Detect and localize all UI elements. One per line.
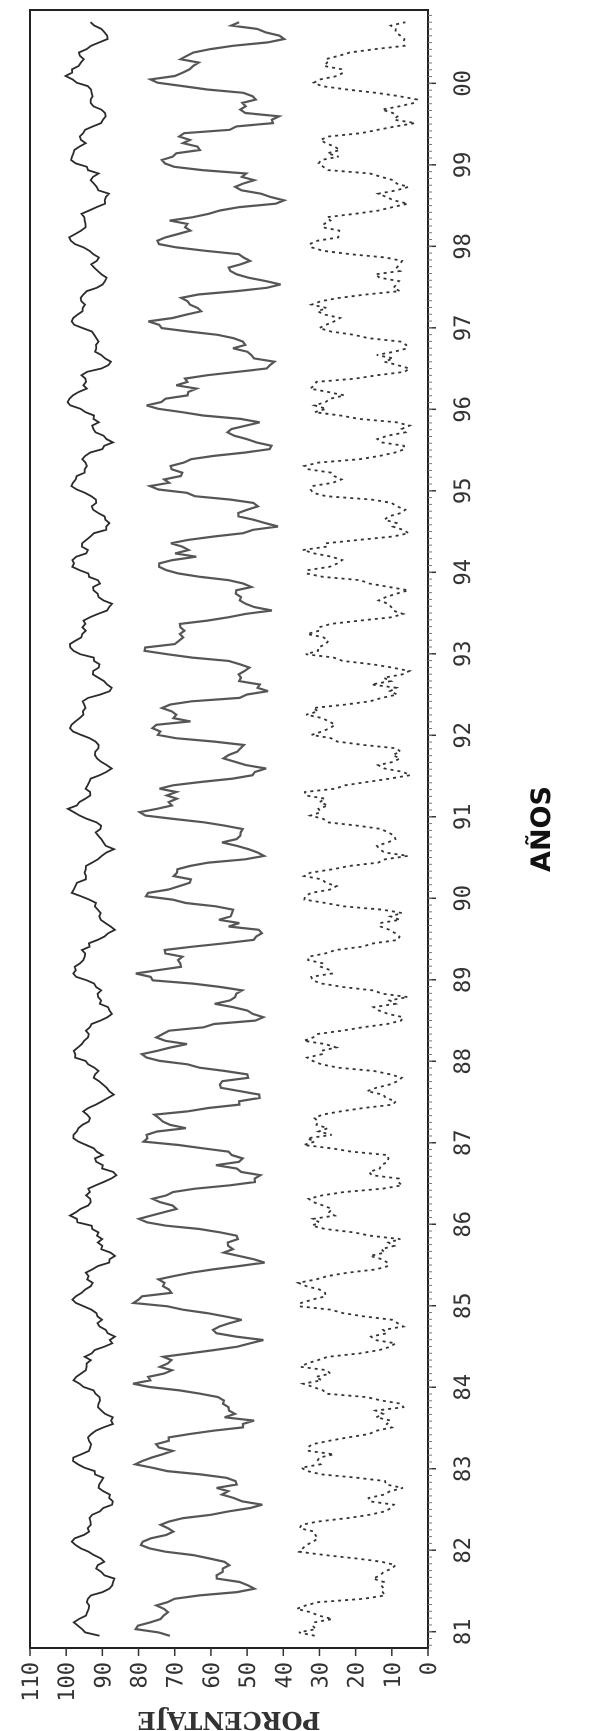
y-tick-label: 50: [236, 1662, 261, 1689]
x-tick-label: 88: [451, 1048, 476, 1075]
y-tick-label: 80: [128, 1662, 153, 1689]
y-tick-label: 40: [272, 1662, 297, 1689]
x-axis: 81 82 83 84 85 86 87 88 89 90 91 92 93 94 95 96 97 98 99 00: [428, 14, 476, 1646]
y-tick-label: 110: [19, 1662, 44, 1702]
x-tick-label: 92: [451, 722, 476, 749]
x-tick-label: 81: [451, 1618, 476, 1645]
y-tick-label: 0: [417, 1662, 442, 1675]
x-tick-label: 97: [451, 315, 476, 342]
y-tick-label: 70: [164, 1662, 189, 1689]
series-line-1: [63, 21, 118, 1637]
x-tick-label: 85: [451, 1292, 476, 1319]
y-tick-label: 90: [91, 1662, 116, 1689]
x-tick-label: 99: [451, 152, 476, 179]
y-axis: 0 10 20 30 40 50 60 70 80 90 100 110: [19, 1648, 442, 1702]
y-tick-label: 10: [381, 1662, 406, 1689]
y-tick-label: 20: [345, 1662, 370, 1689]
x-tick-label: 83: [451, 1455, 476, 1482]
y-tick-label: 60: [200, 1662, 225, 1689]
plot-area: 8182838485868788899091929394959697989900…: [19, 9, 476, 1702]
x-tick-label: 00: [451, 70, 476, 97]
x-axis-title: AÑOS: [525, 786, 557, 872]
series-line-3: [293, 21, 419, 1637]
y-tick-label: 100: [55, 1662, 80, 1702]
x-tick-label: 82: [451, 1537, 476, 1564]
x-tick-label: 90: [451, 885, 476, 912]
y-axis-title: PORCENTAJE: [137, 1706, 320, 1731]
series-layer: [63, 21, 419, 1637]
x-tick-label: 94: [451, 559, 476, 586]
y-tick-label: 30: [308, 1662, 333, 1689]
series-line-2: [130, 21, 288, 1637]
plot-frame: [29, 9, 429, 1649]
x-tick-label: 91: [451, 804, 476, 831]
x-tick-label: 98: [451, 233, 476, 260]
x-tick-label: 93: [451, 641, 476, 668]
x-tick-label: 95: [451, 478, 476, 505]
x-tick-label: 87: [451, 1129, 476, 1156]
x-tick-label: 96: [451, 396, 476, 423]
x-tick-label: 89: [451, 967, 476, 994]
x-tick-label: 84: [451, 1374, 476, 1401]
x-tick-label: 86: [451, 1211, 476, 1238]
